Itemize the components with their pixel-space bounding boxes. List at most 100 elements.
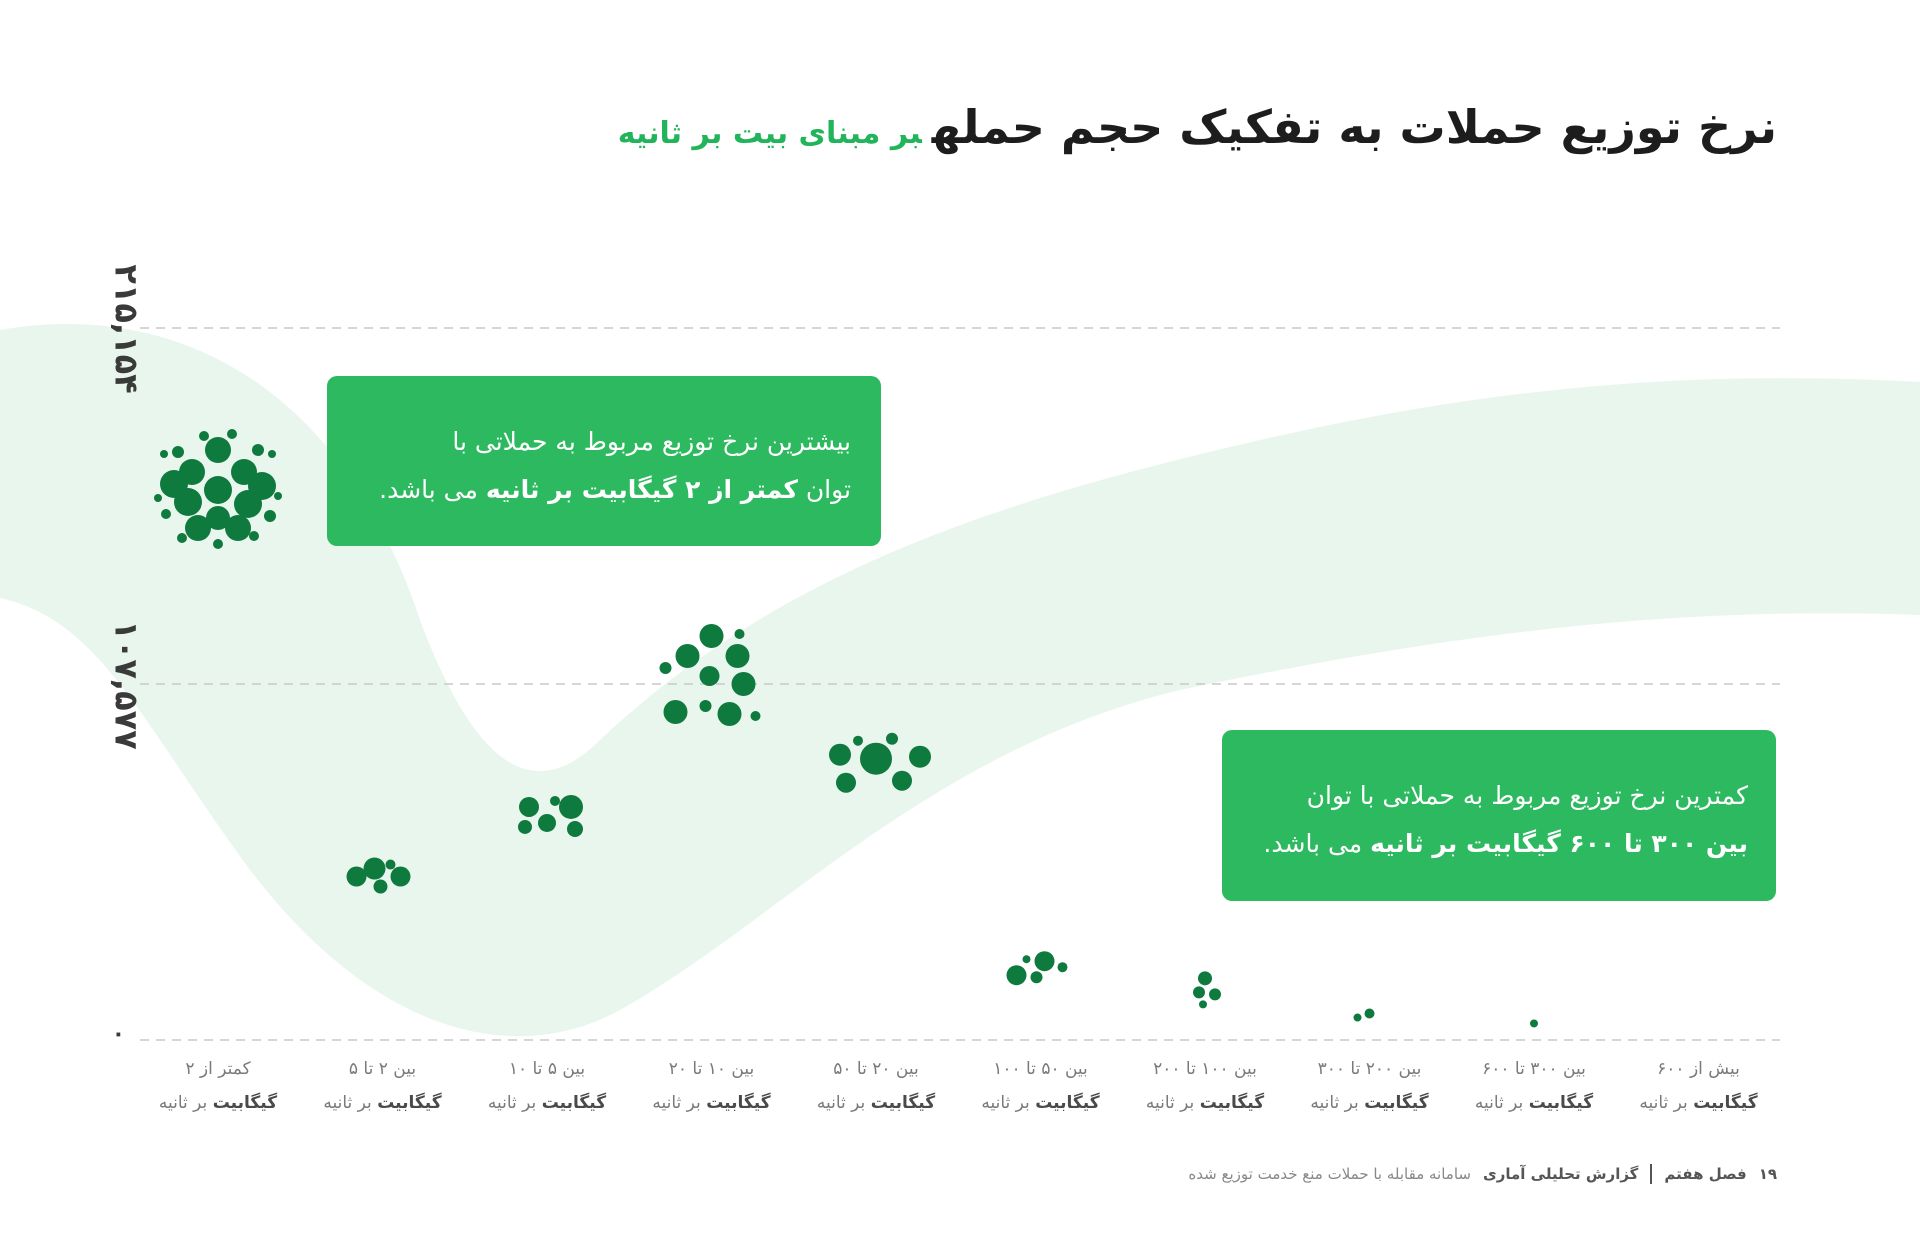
data-point-3-10	[734, 628, 745, 639]
data-point-0-9	[225, 515, 251, 541]
chart-title: نرخ توزیع حملات به تفکیک حجم حمله	[931, 100, 1777, 154]
callout-lowest-line1: کمترین نرخ توزیع مربوط به حملاتی با توان	[1306, 781, 1748, 810]
data-point-0-19	[249, 531, 259, 541]
data-point-4-0	[860, 742, 892, 775]
data-point-0-11	[172, 446, 184, 458]
data-point-3-4	[731, 671, 756, 696]
callout-lowest: کمترین نرخ توزیع مربوط به حملاتی با توان…	[1222, 730, 1776, 901]
x-tick-label-8: بین ۳۰۰ تا ۶۰۰ گیگابیت بر ثانیه	[1459, 1052, 1609, 1120]
data-point-2-4	[518, 819, 532, 834]
data-point-2-0	[519, 796, 539, 817]
data-point-0-13	[161, 509, 171, 519]
data-point-2-1	[559, 794, 583, 819]
report-subtitle: سامانه مقابله با حملات منع خدمت توزیع شد…	[1188, 1165, 1471, 1183]
data-point-3-6	[717, 701, 742, 726]
footer-divider	[1650, 1164, 1653, 1184]
chapter-label: فصل هفتم	[1664, 1165, 1747, 1183]
data-point-6-1	[1193, 986, 1205, 999]
x-tick-label-6: بین ۱۰۰ تا ۲۰۰ گیگابیت بر ثانیه	[1130, 1052, 1280, 1120]
x-tick-line2: گیگابیت بر ثانیه	[487, 1093, 607, 1113]
data-point-3-7	[699, 699, 712, 712]
x-tick-line2: گیگابیت بر ثانیه	[1474, 1093, 1594, 1113]
y-tick-label-mid: ۱۰۷,۵۷۷	[107, 620, 146, 750]
data-point-0-7	[248, 472, 276, 500]
x-tick-label-7: بین ۲۰۰ تا ۳۰۰ گیگابیت بر ثانیه	[1295, 1052, 1445, 1120]
callout-highest-line2: توان کمتر از ۲ گیگابیت بر ثانیه می باشد.	[379, 475, 851, 504]
data-point-0-15	[199, 431, 209, 441]
data-point-1-2	[346, 866, 367, 887]
data-point-5-4	[1022, 955, 1031, 964]
data-point-1-4	[385, 859, 396, 870]
data-point-8-0	[1530, 1019, 1538, 1028]
data-point-7-1	[1353, 1013, 1362, 1022]
data-point-6-0	[1198, 971, 1212, 986]
x-tick-line2: گیگابیت بر ثانیه	[1145, 1093, 1265, 1113]
data-point-3-3	[699, 665, 720, 686]
x-tick-line1: بین ۳۰۰ تا ۶۰۰	[1482, 1059, 1586, 1079]
data-point-4-6	[853, 735, 863, 746]
x-tick-line2: گیگابیت بر ثانیه	[816, 1093, 936, 1113]
x-tick-line2: گیگابیت بر ثانیه	[981, 1093, 1100, 1113]
x-tick-line1: بین ۱۰۰ تا ۲۰۰	[1153, 1059, 1257, 1079]
x-tick-line1: بین ۲۰ تا ۵۰	[833, 1059, 919, 1079]
callout-lowest-line2: بین ۳۰۰ تا ۶۰۰ گیگابیت بر ثانیه می باشد.	[1263, 829, 1748, 858]
data-point-3-5	[663, 699, 688, 724]
data-point-3-9	[659, 661, 672, 674]
x-tick-label-9: بیش از ۶۰۰ گیگابیت بر ثانیه	[1624, 1052, 1774, 1120]
background-band	[0, 323, 1920, 1037]
x-tick-label-4: بین ۲۰ تا ۵۰ گیگابیت بر ثانیه	[801, 1052, 951, 1120]
data-point-2-5	[550, 795, 560, 806]
callout-highest-line1: بیشترین نرخ توزیع مربوط به حملاتی با	[452, 427, 851, 456]
x-tick-line1: کمتر از ۲	[185, 1059, 251, 1079]
data-point-4-5	[886, 732, 898, 745]
x-tick-line2: گیگابیت بر ثانیه	[158, 1093, 278, 1113]
data-point-3-1	[675, 643, 700, 668]
data-point-0-0	[204, 476, 232, 504]
cluster-5	[1006, 951, 1068, 986]
x-tick-line1: بین ۲۰۰ تا ۳۰۰	[1317, 1059, 1422, 1079]
data-point-0-5	[205, 437, 231, 463]
cluster-6	[1193, 971, 1221, 1009]
data-point-4-4	[909, 745, 931, 768]
data-point-1-1	[390, 866, 411, 887]
cluster-2	[518, 794, 583, 837]
data-point-0-18	[268, 450, 276, 458]
x-tick-line1: بین ۵۰ تا ۱۰۰	[993, 1059, 1088, 1079]
x-tick-line2: گیگابیت بر ثانیه	[1639, 1093, 1758, 1113]
cluster-7	[1353, 1008, 1375, 1022]
data-point-0-12	[252, 444, 264, 456]
chart-subtitle: بر مبنای بیت بر ثانیه	[617, 116, 922, 151]
page-title: نرخ توزیع حملات به تفکیک حجم حمله بر مبنا…	[618, 100, 1777, 154]
data-point-0-6	[160, 470, 188, 498]
x-tick-label-1: بین ۲ تا ۵ گیگابیت بر ثانیه	[308, 1052, 458, 1120]
data-point-0-8	[185, 515, 211, 541]
data-point-3-0	[699, 623, 724, 648]
footer: ۱۹ فصل هفتم گزارش تحلیلی آماری سامانه مق…	[1188, 1164, 1777, 1184]
data-point-6-2	[1209, 988, 1221, 1001]
x-tick-line1: بین ۲ تا ۵	[348, 1059, 417, 1079]
x-tick-label-5: بین ۵۰ تا ۱۰۰ گیگابیت بر ثانیه	[966, 1052, 1116, 1120]
data-point-5-3	[1057, 962, 1068, 973]
data-point-2-2	[538, 813, 556, 832]
data-point-0-20	[177, 533, 187, 543]
data-point-2-3	[567, 820, 583, 837]
data-point-3-8	[750, 710, 761, 721]
page-number: ۱۹	[1758, 1165, 1777, 1183]
data-point-4-3	[892, 770, 912, 791]
data-point-5-0	[1006, 965, 1027, 986]
y-tick-label-max: ۲۱۵,۱۵۴	[107, 264, 146, 394]
x-tick-line2: گیگابیت بر ثانیه	[323, 1093, 442, 1113]
x-tick-line1: بین ۵ تا ۱۰	[508, 1059, 586, 1079]
data-point-0-17	[160, 450, 168, 458]
x-tick-line2: گیگابیت بر ثانیه	[1310, 1093, 1429, 1113]
callout-highest: بیشترین نرخ توزیع مربوط به حملاتی با توا…	[327, 376, 881, 546]
data-point-0-21	[213, 539, 223, 549]
data-point-7-0	[1364, 1008, 1375, 1019]
data-point-0-16	[227, 429, 237, 439]
cluster-8	[1530, 1019, 1538, 1028]
data-point-6-3	[1199, 1000, 1207, 1009]
data-point-0-22	[274, 492, 282, 500]
data-point-4-2	[836, 772, 856, 793]
data-point-5-1	[1034, 951, 1055, 972]
